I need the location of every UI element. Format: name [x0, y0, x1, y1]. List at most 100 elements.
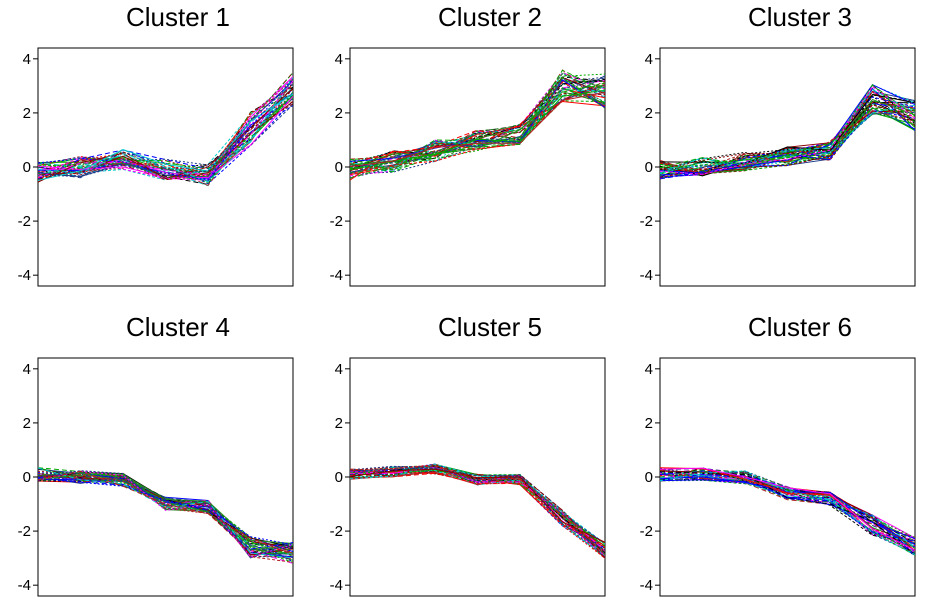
profile-line [38, 470, 293, 558]
profile-line [350, 463, 605, 559]
profile-line [660, 88, 915, 174]
cluster-panel: Cluster 5 4 2 0 -2 -4 [330, 310, 640, 610]
profile-line [38, 79, 293, 176]
panel-title: Cluster 3 [747, 2, 853, 32]
profile-line [350, 81, 605, 165]
cluster-panel: Cluster 2 4 2 0 -2 -4 [330, 0, 640, 300]
y-tick-label: -4 [330, 267, 343, 284]
profile-line [38, 76, 293, 181]
profile-line [660, 101, 915, 174]
profile-line [350, 463, 605, 549]
profile-line [38, 474, 293, 558]
profile-line [660, 475, 915, 548]
plot-frame [659, 47, 916, 287]
profile-line [660, 467, 915, 555]
y-tick-label: 0 [645, 469, 653, 486]
y-tick-label: -2 [640, 523, 653, 540]
y-tick-label: 4 [23, 361, 31, 378]
profile-line [660, 85, 915, 175]
profile-line [350, 76, 605, 179]
profile-line [38, 91, 293, 178]
profile-line [660, 101, 915, 177]
profile-line [38, 78, 293, 175]
plot-area: 4 2 0 -2 -4 [640, 47, 916, 287]
profile-line [350, 83, 605, 171]
profile-line [38, 473, 293, 552]
profile-line [660, 472, 915, 553]
y-tick-label: 2 [645, 105, 653, 122]
y-tick-label: 0 [645, 159, 653, 176]
profile-line [660, 84, 915, 169]
y-tick-label: 4 [645, 361, 653, 378]
profile-line [660, 470, 915, 552]
y-tick-label: 4 [335, 361, 343, 378]
profile-line [350, 80, 605, 171]
profile-line [38, 98, 293, 169]
profile-line [38, 83, 293, 187]
profile-line [350, 91, 605, 168]
plot-area: 4 2 0 -2 -4 [330, 47, 606, 287]
y-tick-label: -2 [640, 213, 653, 230]
profile-line [38, 92, 293, 179]
y-tick-label: 0 [335, 159, 343, 176]
y-tick-label: 2 [23, 105, 31, 122]
profile-line [350, 471, 605, 556]
y-tick-label: -4 [640, 577, 653, 594]
panel-title: Cluster 1 [125, 2, 231, 32]
profile-line [660, 467, 915, 551]
profile-line [660, 111, 915, 172]
profile-line [38, 96, 293, 179]
profile-line [38, 467, 293, 559]
plot-frame [37, 357, 294, 597]
plot-area: 4 2 0 -2 -4 [18, 47, 294, 287]
profile-line [660, 103, 915, 178]
cluster-panel: Cluster 4 4 2 0 -2 -4 [18, 310, 328, 610]
profile-line [38, 475, 293, 548]
profile-line [660, 469, 915, 556]
y-tick-label: 4 [23, 51, 31, 68]
profile-line [660, 84, 915, 169]
profile-line [660, 95, 915, 174]
y-tick-label: -4 [640, 267, 653, 284]
profile-line [660, 90, 915, 170]
profile-line [660, 107, 915, 178]
y-tick-label: 2 [335, 105, 343, 122]
profile-line [660, 470, 915, 555]
profile-line [350, 73, 605, 168]
profile-line [38, 476, 293, 559]
panel-title: Cluster 5 [437, 312, 543, 342]
profile-line [660, 472, 915, 544]
profile-line [660, 112, 915, 177]
profile-line [350, 468, 605, 543]
cluster-panel: Cluster 3 4 2 0 -2 -4 [640, 0, 935, 300]
y-tick-label: 2 [645, 415, 653, 432]
y-tick-label: -2 [18, 213, 31, 230]
profile-line [660, 472, 915, 557]
profile-line [660, 471, 915, 555]
series-group [38, 72, 293, 187]
profile-line [660, 100, 915, 174]
series-group [350, 69, 605, 181]
profile-line [660, 107, 915, 168]
profile-line [38, 477, 293, 550]
profile-line [660, 473, 915, 539]
profile-line [38, 93, 293, 181]
profile-line [38, 478, 293, 546]
plot-area: 4 2 0 -2 -4 [640, 357, 916, 597]
profile-line [38, 467, 293, 560]
profile-line [660, 474, 915, 549]
y-tick-label: -2 [330, 523, 343, 540]
profile-line [350, 469, 605, 548]
profile-line [38, 475, 293, 551]
profile-line [38, 477, 293, 549]
y-tick-label: 2 [335, 415, 343, 432]
profile-line [350, 465, 605, 547]
profile-line [660, 473, 915, 554]
y-tick-label: -4 [18, 577, 31, 594]
profile-line [38, 470, 293, 551]
y-tick-label: 4 [335, 51, 343, 68]
profile-line [660, 474, 915, 557]
profile-line [660, 472, 915, 554]
profile-line [38, 473, 293, 563]
profile-line [350, 89, 605, 169]
